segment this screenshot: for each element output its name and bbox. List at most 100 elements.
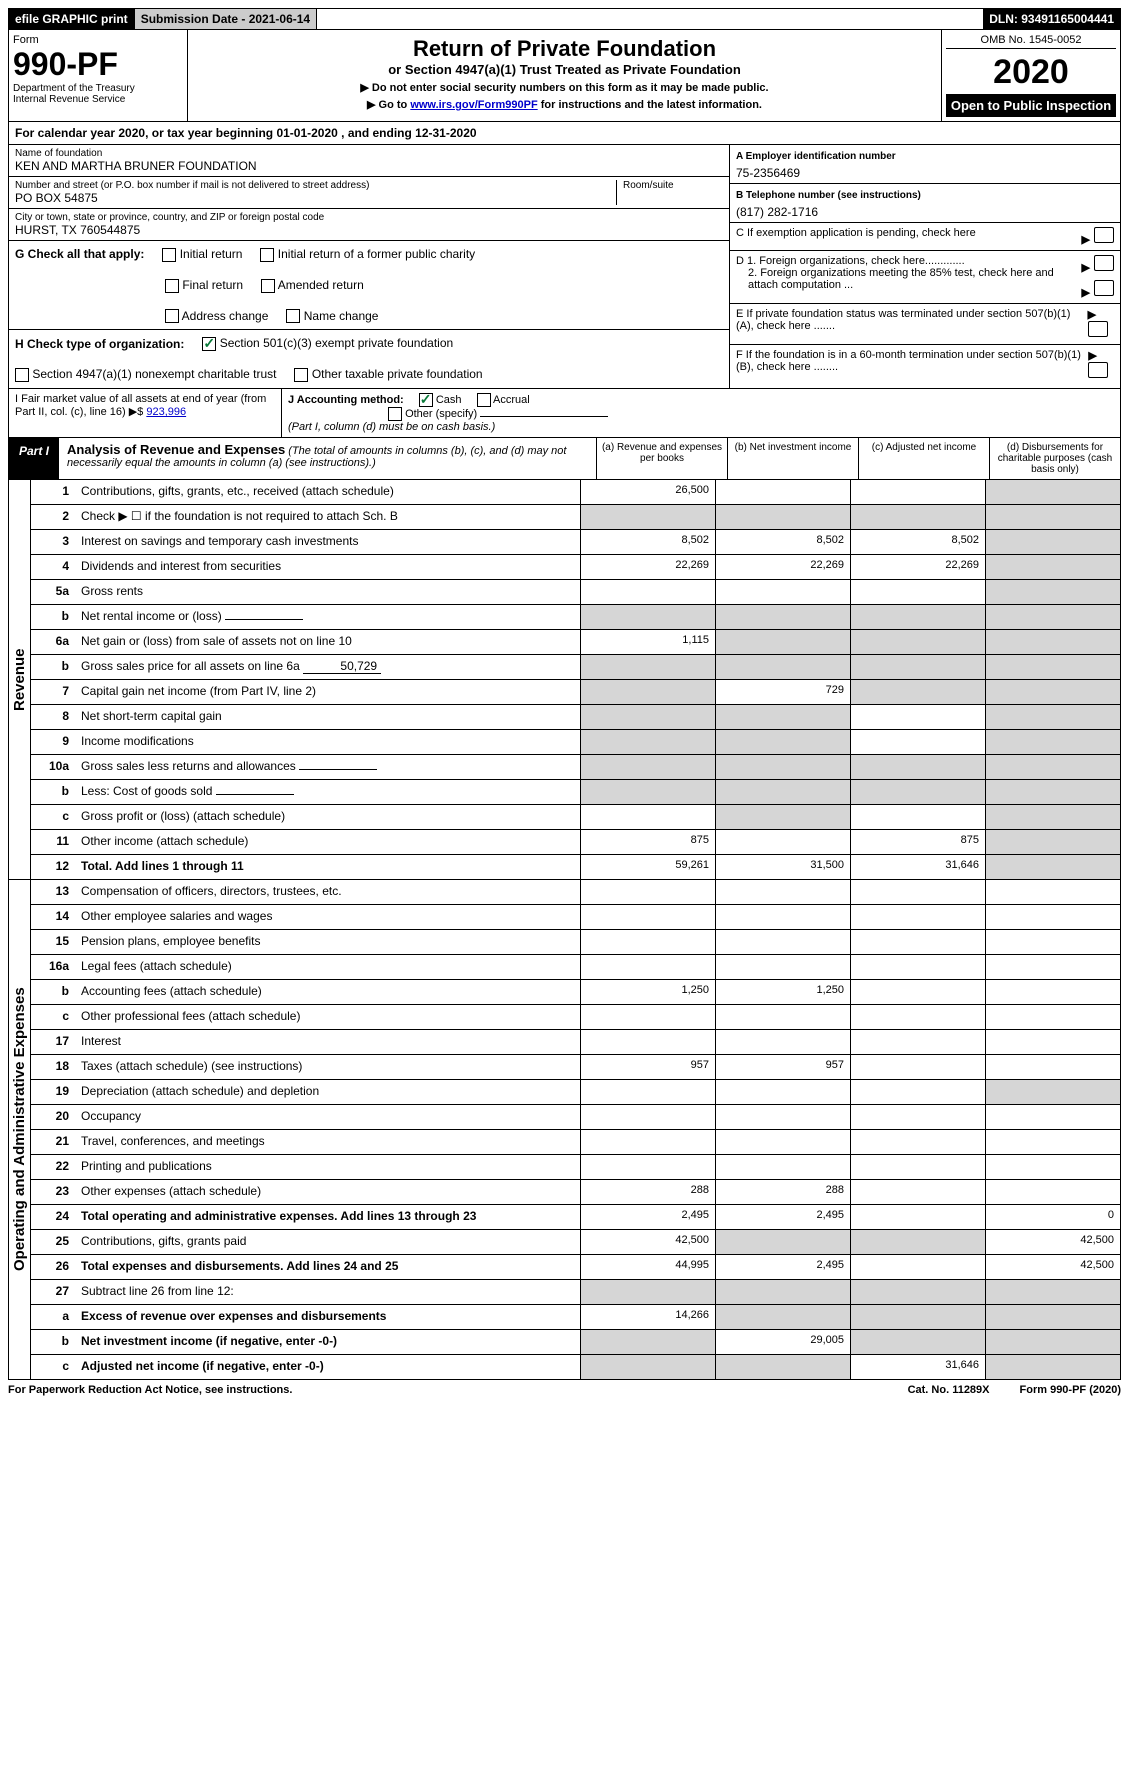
row-number: 1: [31, 480, 75, 504]
cell-c: [850, 680, 985, 704]
room-label: Room/suite: [623, 180, 723, 191]
cell-b: 22,269: [715, 555, 850, 579]
cell-b: [715, 1080, 850, 1104]
irs-link[interactable]: www.irs.gov/Form990PF: [410, 99, 537, 111]
table-row: 3Interest on savings and temporary cash …: [31, 530, 1120, 555]
table-row: 8Net short-term capital gain: [31, 705, 1120, 730]
table-row: 24Total operating and administrative exp…: [31, 1205, 1120, 1230]
row-number: 8: [31, 705, 75, 729]
row-desc: Gross sales less returns and allowances: [75, 755, 580, 779]
cell-a: 288: [580, 1180, 715, 1204]
part1-title: Analysis of Revenue and Expenses: [67, 442, 285, 457]
cell-d: [985, 705, 1120, 729]
row-desc: Adjusted net income (if negative, enter …: [75, 1355, 580, 1379]
cell-d: [985, 955, 1120, 979]
cash-checkbox[interactable]: [419, 393, 433, 407]
phone-value: (817) 282-1716: [736, 205, 1114, 219]
row-number: 19: [31, 1080, 75, 1104]
cell-c: [850, 605, 985, 629]
cell-b: 29,005: [715, 1330, 850, 1354]
col-a-head: (a) Revenue and expenses per books: [596, 438, 727, 479]
cell-a: [580, 1280, 715, 1304]
cell-a: 1,250: [580, 980, 715, 1004]
cell-a: 26,500: [580, 480, 715, 504]
cell-c: 22,269: [850, 555, 985, 579]
cell-a: [580, 1005, 715, 1029]
cell-b: 2,495: [715, 1205, 850, 1229]
col-c-head: (c) Adjusted net income: [858, 438, 989, 479]
cell-a: [580, 930, 715, 954]
cell-c: 8,502: [850, 530, 985, 554]
row-desc: Total expenses and disbursements. Add li…: [75, 1255, 580, 1279]
row-number: c: [31, 1005, 75, 1029]
city-label: City or town, state or province, country…: [15, 212, 723, 223]
name-change-checkbox[interactable]: [286, 309, 300, 323]
final-return-checkbox[interactable]: [165, 279, 179, 293]
table-row: 26Total expenses and disbursements. Add …: [31, 1255, 1120, 1280]
4947-checkbox[interactable]: [15, 368, 29, 382]
amended-return-checkbox[interactable]: [261, 279, 275, 293]
cell-b: [715, 505, 850, 529]
cell-d: [985, 1180, 1120, 1204]
row-number: b: [31, 605, 75, 629]
e-label: E If private foundation status was termi…: [736, 308, 1088, 332]
submission-date: Submission Date - 2021-06-14: [135, 9, 317, 29]
501c3-checkbox[interactable]: [202, 337, 216, 351]
row-desc: Other professional fees (attach schedule…: [75, 1005, 580, 1029]
cell-c: [850, 1330, 985, 1354]
table-row: 16aLegal fees (attach schedule): [31, 955, 1120, 980]
cell-a: 875: [580, 830, 715, 854]
cell-c: 31,646: [850, 855, 985, 879]
cell-b: 31,500: [715, 855, 850, 879]
cell-c: [850, 1105, 985, 1129]
row-number: 13: [31, 880, 75, 904]
addr-label: Number and street (or P.O. box number if…: [15, 180, 616, 191]
dept-treasury: Department of the Treasury Internal Reve…: [13, 83, 183, 105]
row-number: c: [31, 805, 75, 829]
table-row: 25Contributions, gifts, grants paid42,50…: [31, 1230, 1120, 1255]
cell-c: [850, 1005, 985, 1029]
table-row: 17Interest: [31, 1030, 1120, 1055]
row-number: b: [31, 655, 75, 679]
f-checkbox[interactable]: [1088, 362, 1108, 378]
cell-c: [850, 1055, 985, 1079]
row-desc: Travel, conferences, and meetings: [75, 1130, 580, 1154]
cell-c: [850, 1180, 985, 1204]
row-number: b: [31, 780, 75, 804]
cell-b: 288: [715, 1180, 850, 1204]
row-desc: Excess of revenue over expenses and disb…: [75, 1305, 580, 1329]
d1-label: D 1. Foreign organizations, check here..…: [736, 255, 1082, 267]
cell-d: [985, 655, 1120, 679]
d1-checkbox[interactable]: [1094, 255, 1114, 271]
cell-c: [850, 1230, 985, 1254]
cell-c: [850, 1080, 985, 1104]
row-desc: Gross rents: [75, 580, 580, 604]
addr-change-checkbox[interactable]: [165, 309, 179, 323]
cell-b: 729: [715, 680, 850, 704]
cell-d: [985, 1305, 1120, 1329]
initial-former-checkbox[interactable]: [260, 248, 274, 262]
row-number: 18: [31, 1055, 75, 1079]
table-row: 14Other employee salaries and wages: [31, 905, 1120, 930]
row-number: 24: [31, 1205, 75, 1229]
cell-d: [985, 480, 1120, 504]
cell-b: [715, 955, 850, 979]
e-checkbox[interactable]: [1088, 321, 1108, 337]
other-method-checkbox[interactable]: [388, 407, 402, 421]
other-taxable-checkbox[interactable]: [294, 368, 308, 382]
row-desc: Total. Add lines 1 through 11: [75, 855, 580, 879]
row-number: 15: [31, 930, 75, 954]
form-note-1: ▶ Do not enter social security numbers o…: [194, 81, 935, 94]
cell-d: [985, 855, 1120, 879]
cell-d: [985, 880, 1120, 904]
row-desc: Accounting fees (attach schedule): [75, 980, 580, 1004]
row-number: 10a: [31, 755, 75, 779]
initial-return-checkbox[interactable]: [162, 248, 176, 262]
c-checkbox[interactable]: [1094, 227, 1114, 243]
cell-a: 1,115: [580, 630, 715, 654]
table-row: cGross profit or (loss) (attach schedule…: [31, 805, 1120, 830]
cell-d: [985, 805, 1120, 829]
accrual-checkbox[interactable]: [477, 393, 491, 407]
d2-checkbox[interactable]: [1094, 280, 1114, 296]
cell-a: 44,995: [580, 1255, 715, 1279]
